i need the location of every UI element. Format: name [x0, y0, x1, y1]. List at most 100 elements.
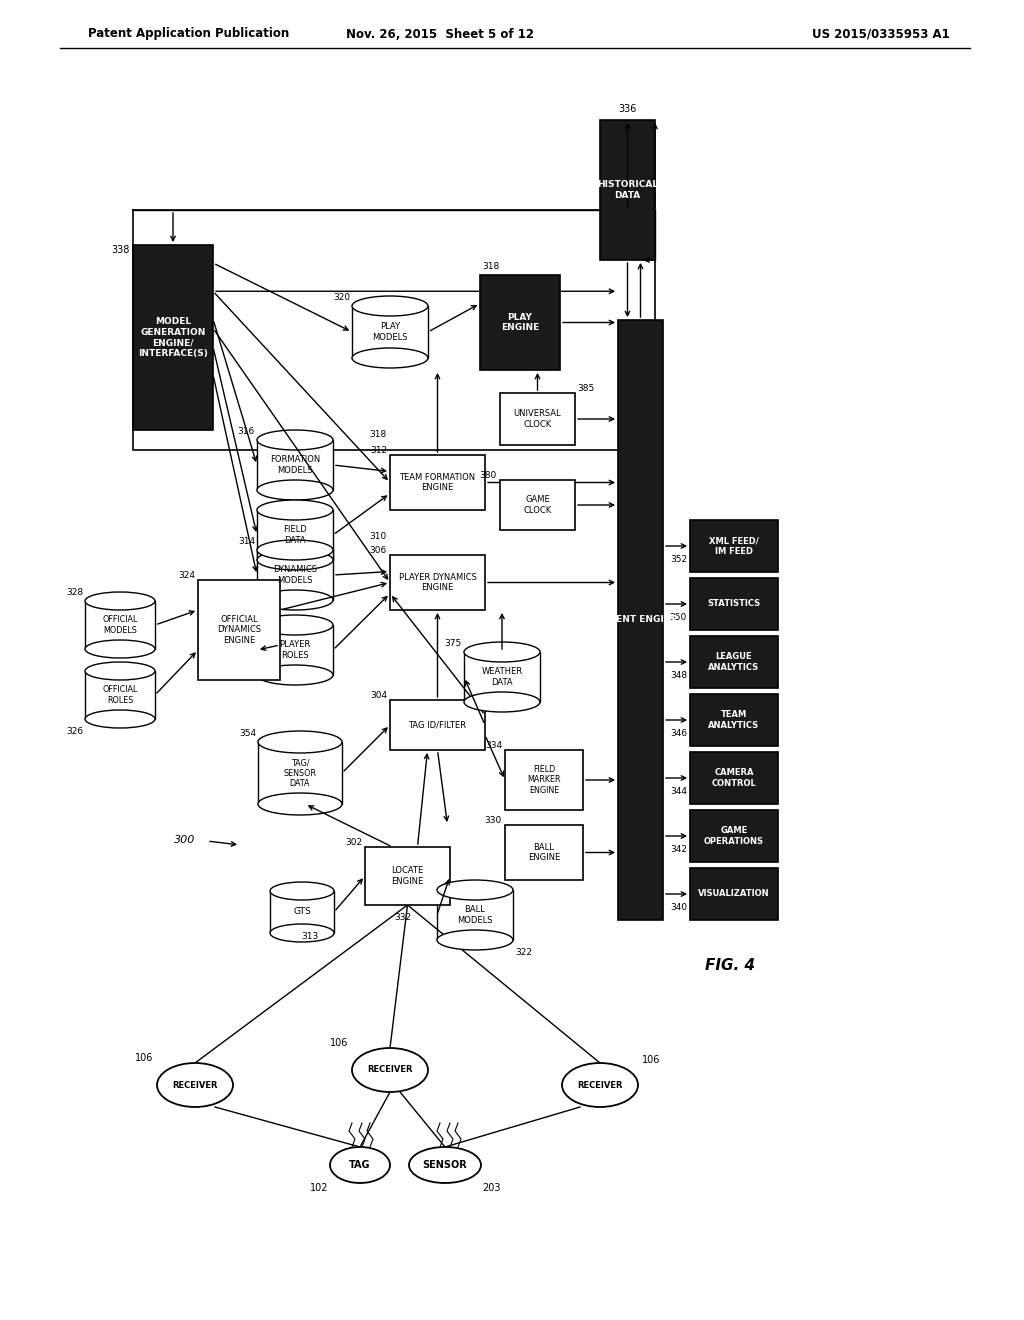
Text: XML FEED/
IM FEED: XML FEED/ IM FEED — [710, 536, 759, 556]
Ellipse shape — [85, 663, 155, 680]
FancyBboxPatch shape — [690, 578, 778, 630]
Ellipse shape — [258, 731, 342, 752]
Ellipse shape — [270, 882, 334, 900]
FancyBboxPatch shape — [690, 810, 778, 862]
FancyBboxPatch shape — [600, 120, 655, 260]
Text: 306: 306 — [370, 546, 387, 554]
Text: CAMERA
CONTROL: CAMERA CONTROL — [712, 768, 757, 788]
Bar — [85, 671, 155, 719]
Text: FIELD
MARKER
ENGINE: FIELD MARKER ENGINE — [527, 766, 561, 795]
FancyBboxPatch shape — [690, 869, 778, 920]
Text: 334: 334 — [485, 741, 502, 750]
Text: TAG ID/FILTER: TAG ID/FILTER — [409, 721, 467, 730]
Text: GTS: GTS — [293, 908, 311, 916]
Ellipse shape — [409, 1147, 481, 1183]
Text: OFFICIAL
MODELS: OFFICIAL MODELS — [102, 615, 137, 635]
FancyBboxPatch shape — [133, 246, 213, 430]
Ellipse shape — [352, 348, 428, 368]
Text: 310: 310 — [370, 532, 387, 541]
Bar — [257, 440, 333, 490]
Text: TAG/
SENSOR
DATA: TAG/ SENSOR DATA — [284, 758, 316, 788]
Text: US 2015/0335953 A1: US 2015/0335953 A1 — [812, 28, 950, 41]
Bar — [258, 742, 342, 804]
FancyBboxPatch shape — [690, 636, 778, 688]
Text: 300: 300 — [174, 836, 195, 845]
Text: 304: 304 — [370, 690, 387, 700]
Text: 106: 106 — [642, 1055, 660, 1065]
Ellipse shape — [257, 480, 333, 500]
Ellipse shape — [270, 924, 334, 942]
Text: 350: 350 — [670, 612, 687, 622]
Text: 346: 346 — [670, 729, 687, 738]
FancyBboxPatch shape — [198, 579, 280, 680]
Text: LEAGUE
ANALYTICS: LEAGUE ANALYTICS — [709, 652, 760, 672]
Ellipse shape — [257, 665, 333, 685]
Text: PLAYER
ROLES: PLAYER ROLES — [280, 640, 310, 660]
Text: GAME
OPERATIONS: GAME OPERATIONS — [705, 826, 764, 846]
FancyBboxPatch shape — [690, 694, 778, 746]
Bar — [464, 652, 540, 702]
Ellipse shape — [85, 710, 155, 729]
Text: RECEIVER: RECEIVER — [578, 1081, 623, 1089]
Text: TAG: TAG — [349, 1160, 371, 1170]
Text: STATISTICS: STATISTICS — [708, 599, 761, 609]
Ellipse shape — [464, 642, 540, 663]
Text: 320: 320 — [333, 293, 350, 302]
Text: 375: 375 — [444, 639, 462, 648]
Text: TEAM
ANALYTICS: TEAM ANALYTICS — [709, 710, 760, 730]
Ellipse shape — [257, 615, 333, 635]
Text: PLAY
MODELS: PLAY MODELS — [373, 322, 408, 342]
Text: BALL
MODELS: BALL MODELS — [458, 906, 493, 925]
Text: UNIVERSAL
CLOCK: UNIVERSAL CLOCK — [514, 409, 561, 429]
Text: HISTORICAL
DATA: HISTORICAL DATA — [597, 181, 658, 199]
Text: OFFICIAL
ROLES: OFFICIAL ROLES — [102, 685, 137, 705]
Bar — [257, 550, 333, 601]
Text: Nov. 26, 2015  Sheet 5 of 12: Nov. 26, 2015 Sheet 5 of 12 — [346, 28, 534, 41]
Text: 348: 348 — [670, 671, 687, 680]
Text: 308: 308 — [238, 612, 255, 620]
Ellipse shape — [85, 640, 155, 657]
Text: MODEL
GENERATION
ENGINE/
INTERFACE(S): MODEL GENERATION ENGINE/ INTERFACE(S) — [138, 317, 208, 358]
Text: 314: 314 — [238, 537, 255, 546]
Text: 313: 313 — [301, 932, 318, 941]
Text: FORMATION
MODELS: FORMATION MODELS — [270, 455, 321, 475]
FancyBboxPatch shape — [390, 554, 485, 610]
Ellipse shape — [437, 931, 513, 950]
Ellipse shape — [257, 500, 333, 520]
Ellipse shape — [437, 880, 513, 900]
Bar — [85, 601, 155, 649]
Text: LOCATE
ENGINE: LOCATE ENGINE — [391, 866, 424, 886]
Text: 316: 316 — [238, 426, 255, 436]
Text: TEAM FORMATION
ENGINE: TEAM FORMATION ENGINE — [399, 473, 475, 492]
Text: 332: 332 — [394, 913, 411, 921]
Text: DYNAMICS
MODELS: DYNAMICS MODELS — [273, 565, 317, 585]
Text: GAME
CLOCK: GAME CLOCK — [523, 495, 552, 515]
Text: RECEIVER: RECEIVER — [368, 1065, 413, 1074]
Ellipse shape — [258, 793, 342, 814]
FancyBboxPatch shape — [618, 319, 663, 920]
Ellipse shape — [257, 550, 333, 570]
FancyBboxPatch shape — [505, 825, 583, 880]
Ellipse shape — [257, 540, 333, 560]
Ellipse shape — [157, 1063, 233, 1107]
Text: SENSOR: SENSOR — [423, 1160, 467, 1170]
Text: 102: 102 — [309, 1183, 328, 1193]
Bar — [257, 624, 333, 675]
Text: 385: 385 — [577, 384, 594, 393]
Text: 322: 322 — [515, 948, 532, 957]
Text: EVENT ENGINE: EVENT ENGINE — [603, 615, 678, 624]
Bar — [437, 890, 513, 940]
FancyBboxPatch shape — [390, 455, 485, 510]
Ellipse shape — [464, 692, 540, 711]
Text: 203: 203 — [482, 1183, 501, 1193]
Ellipse shape — [85, 591, 155, 610]
Text: OFFICIAL
DYNAMICS
ENGINE: OFFICIAL DYNAMICS ENGINE — [217, 615, 261, 645]
Text: 324: 324 — [178, 572, 195, 579]
Text: 330: 330 — [484, 816, 502, 825]
Text: 338: 338 — [112, 246, 130, 255]
FancyBboxPatch shape — [505, 750, 583, 810]
Text: VISUALIZATION: VISUALIZATION — [698, 890, 770, 899]
Text: PLAY
ENGINE: PLAY ENGINE — [501, 313, 539, 333]
Text: 336: 336 — [618, 104, 637, 114]
FancyBboxPatch shape — [365, 847, 450, 906]
